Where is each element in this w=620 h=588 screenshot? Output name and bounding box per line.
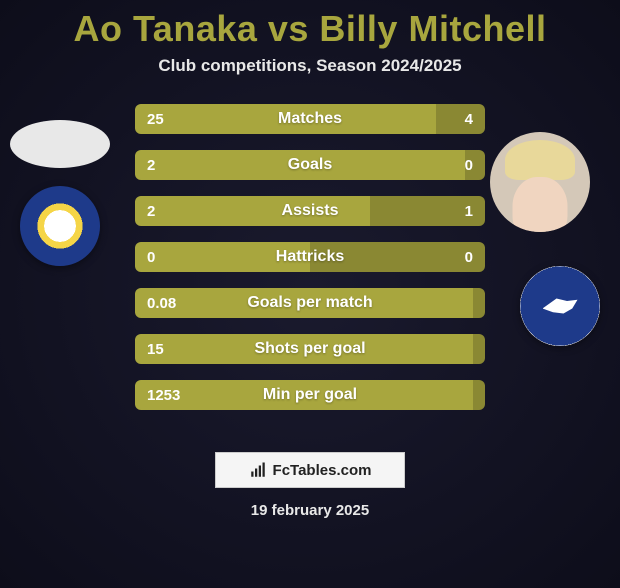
stat-value-left: 2: [135, 196, 370, 226]
comparison-subtitle: Club competitions, Season 2024/2025: [0, 56, 620, 76]
footer-date: 19 february 2025: [0, 502, 620, 519]
stat-row: 21Assists: [135, 196, 485, 226]
stat-value-left: 2: [135, 150, 465, 180]
stat-value-left: 1253: [135, 380, 473, 410]
stat-value-left: 15: [135, 334, 473, 364]
stat-row: 254Matches: [135, 104, 485, 134]
brand-text: FcTables.com: [273, 462, 372, 479]
stat-value-left: 0.08: [135, 288, 473, 318]
stat-value-right: [473, 288, 485, 318]
stat-row: 00Hattricks: [135, 242, 485, 272]
stat-value-right: [473, 334, 485, 364]
stat-row: 15Shots per goal: [135, 334, 485, 364]
brand-footer[interactable]: FcTables.com: [215, 452, 405, 488]
stat-value-right: 4: [436, 104, 485, 134]
chart-icon: [249, 461, 267, 479]
stat-value-left: 0: [135, 242, 310, 272]
stat-row: 1253Min per goal: [135, 380, 485, 410]
stat-value-left: 25: [135, 104, 436, 134]
stat-row: 20Goals: [135, 150, 485, 180]
stat-value-right: [473, 380, 485, 410]
stats-container: 254Matches 20Goals 21Assists 00Hattricks 0.0…: [0, 104, 620, 444]
stat-value-right: 1: [370, 196, 486, 226]
stat-row: 0.08Goals per match: [135, 288, 485, 318]
stat-value-right: 0: [310, 242, 485, 272]
stat-value-right: 0: [465, 150, 485, 180]
comparison-title: Ao Tanaka vs Billy Mitchell: [0, 8, 620, 50]
